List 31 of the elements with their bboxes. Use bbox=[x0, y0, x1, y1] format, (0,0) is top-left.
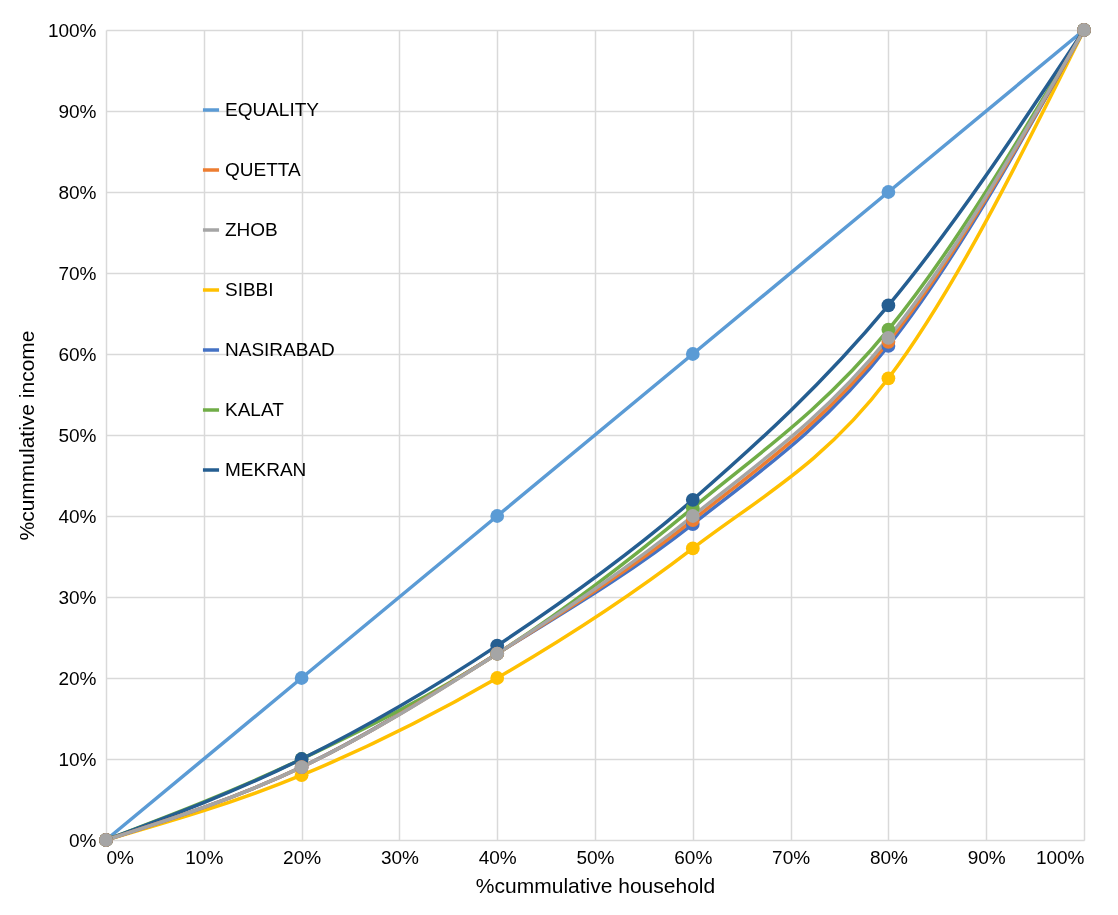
legend-label: KALAT bbox=[225, 399, 285, 420]
y-tick-label: 40% bbox=[58, 505, 97, 527]
x-tick-label: 60% bbox=[674, 846, 713, 868]
y-tick-label: 60% bbox=[58, 343, 97, 365]
legend-label: SIBBI bbox=[225, 279, 274, 300]
y-tick-label: 20% bbox=[58, 667, 97, 689]
x-tick-label: 100% bbox=[1035, 846, 1085, 868]
y-tick-label: 30% bbox=[58, 586, 97, 608]
x-tick-label: 90% bbox=[967, 846, 1006, 868]
y-tick-label: 100% bbox=[47, 19, 97, 41]
y-tick-label: 10% bbox=[58, 748, 97, 770]
legend-label: EQUALITY bbox=[225, 99, 320, 120]
x-tick-label: 30% bbox=[380, 846, 420, 868]
x-tick-label: 50% bbox=[576, 846, 615, 868]
x-axis-title: %cummulative household bbox=[475, 873, 716, 897]
x-tick-label: 10% bbox=[185, 846, 224, 868]
legend-label: NASIRABAD bbox=[225, 339, 335, 360]
y-tick-label: 50% bbox=[58, 424, 97, 446]
y-tick-label: 0% bbox=[69, 829, 97, 851]
x-tick-label: 80% bbox=[869, 846, 909, 868]
legend-label: QUETTA bbox=[225, 159, 301, 180]
y-tick-label: 80% bbox=[58, 181, 97, 203]
legend-label: MEKRAN bbox=[225, 459, 307, 480]
legend-label: ZHOB bbox=[225, 219, 278, 240]
y-tick-label: 90% bbox=[58, 100, 97, 122]
x-tick-label: 40% bbox=[478, 846, 517, 868]
x-tick-label: 0% bbox=[106, 846, 135, 868]
x-tick-label: 20% bbox=[283, 846, 322, 868]
x-tick-label: 70% bbox=[772, 846, 811, 868]
y-axis-title: %cummulative income bbox=[14, 330, 38, 541]
y-tick-label: 70% bbox=[58, 262, 97, 284]
